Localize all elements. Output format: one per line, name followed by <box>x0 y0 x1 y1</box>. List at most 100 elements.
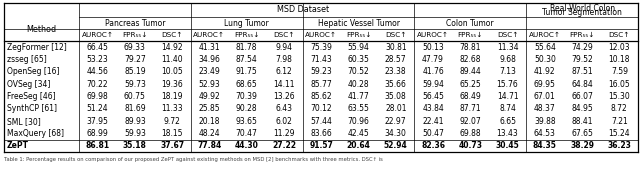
Text: 83.66: 83.66 <box>310 129 332 138</box>
Text: Real-World Colon: Real-World Colon <box>550 4 614 13</box>
Text: 91.57: 91.57 <box>309 141 333 150</box>
Text: 91.75: 91.75 <box>236 67 257 76</box>
Text: FPR₅₅↓: FPR₅₅↓ <box>346 32 371 38</box>
Text: 40.73: 40.73 <box>458 141 483 150</box>
Text: FPR₅₅↓: FPR₅₅↓ <box>122 32 148 38</box>
Text: zsseg [65]: zsseg [65] <box>7 55 47 64</box>
Text: 87.54: 87.54 <box>236 55 257 64</box>
Text: 70.12: 70.12 <box>310 104 332 113</box>
Text: 10.05: 10.05 <box>161 67 183 76</box>
Text: MSD Dataset: MSD Dataset <box>276 5 329 15</box>
Text: 50.13: 50.13 <box>422 43 444 52</box>
Text: 47.79: 47.79 <box>422 55 444 64</box>
Text: 67.01: 67.01 <box>534 92 556 101</box>
Text: 48.24: 48.24 <box>198 129 220 138</box>
Text: FPR₅₅↓: FPR₅₅↓ <box>458 32 483 38</box>
Text: SML [30]: SML [30] <box>7 117 41 126</box>
Text: 90.28: 90.28 <box>236 104 257 113</box>
Text: AUROC↑: AUROC↑ <box>529 32 561 38</box>
Text: 59.23: 59.23 <box>310 67 332 76</box>
Text: 15.24: 15.24 <box>609 129 630 138</box>
Text: 59.73: 59.73 <box>124 80 146 89</box>
Text: 52.94: 52.94 <box>384 141 408 150</box>
Text: 20.18: 20.18 <box>198 117 220 126</box>
Text: FPR₅₅↓: FPR₅₅↓ <box>570 32 595 38</box>
Text: DSC↑: DSC↑ <box>385 32 406 38</box>
Text: 67.65: 67.65 <box>571 129 593 138</box>
Text: 14.92: 14.92 <box>161 43 183 52</box>
Text: 59.94: 59.94 <box>422 80 444 89</box>
Text: 7.98: 7.98 <box>276 55 292 64</box>
Text: 85.19: 85.19 <box>124 67 146 76</box>
Text: FreeSeg [46]: FreeSeg [46] <box>7 92 56 101</box>
Text: 70.47: 70.47 <box>236 129 258 138</box>
Text: 9.94: 9.94 <box>275 43 292 52</box>
Text: 44.56: 44.56 <box>86 67 109 76</box>
Text: 37.95: 37.95 <box>86 117 109 126</box>
Text: 11.29: 11.29 <box>273 129 294 138</box>
Text: 68.49: 68.49 <box>460 92 481 101</box>
Text: 44.30: 44.30 <box>235 141 259 150</box>
Text: AUROC↑: AUROC↑ <box>417 32 449 38</box>
Text: 30.45: 30.45 <box>496 141 520 150</box>
Text: 93.65: 93.65 <box>236 117 258 126</box>
Text: 70.39: 70.39 <box>236 92 258 101</box>
Text: 70.22: 70.22 <box>87 80 108 89</box>
Text: 49.92: 49.92 <box>198 92 220 101</box>
Text: DSC↑: DSC↑ <box>273 32 294 38</box>
Text: 23.38: 23.38 <box>385 67 406 76</box>
Text: 75.39: 75.39 <box>310 43 332 52</box>
Text: 22.97: 22.97 <box>385 117 406 126</box>
Text: 11.40: 11.40 <box>161 55 183 64</box>
Text: 15.30: 15.30 <box>609 92 630 101</box>
Text: 82.68: 82.68 <box>460 55 481 64</box>
Text: DSC↑: DSC↑ <box>161 32 183 38</box>
Text: 35.66: 35.66 <box>385 80 406 89</box>
Text: 82.36: 82.36 <box>421 141 445 150</box>
Text: 41.92: 41.92 <box>534 67 556 76</box>
Text: ZegFormer [12]: ZegFormer [12] <box>7 43 67 52</box>
Text: Tumor Segmentation: Tumor Segmentation <box>542 8 622 17</box>
Text: 8.72: 8.72 <box>611 104 628 113</box>
Text: 89.93: 89.93 <box>124 117 146 126</box>
Text: DSC↑: DSC↑ <box>497 32 518 38</box>
Text: 70.52: 70.52 <box>348 67 369 76</box>
Text: 42.45: 42.45 <box>348 129 369 138</box>
Text: 40.28: 40.28 <box>348 80 369 89</box>
Text: 20.64: 20.64 <box>347 141 371 150</box>
Text: 41.76: 41.76 <box>422 67 444 76</box>
Text: 56.45: 56.45 <box>422 92 444 101</box>
Text: Hepatic Vessel Tumor: Hepatic Vessel Tumor <box>317 18 399 28</box>
Text: 7.59: 7.59 <box>611 67 628 76</box>
Text: 34.96: 34.96 <box>198 55 220 64</box>
Text: 68.65: 68.65 <box>236 80 257 89</box>
Text: 6.65: 6.65 <box>499 117 516 126</box>
Text: 39.88: 39.88 <box>534 117 556 126</box>
Text: DSC↑: DSC↑ <box>609 32 630 38</box>
Text: 15.76: 15.76 <box>497 80 518 89</box>
Text: AUROC↑: AUROC↑ <box>82 32 114 38</box>
Text: 50.30: 50.30 <box>534 55 556 64</box>
Text: Colon Tumor: Colon Tumor <box>447 18 494 28</box>
Text: 86.81: 86.81 <box>86 141 109 150</box>
Text: 87.71: 87.71 <box>460 104 481 113</box>
Text: 7.13: 7.13 <box>499 67 516 76</box>
Text: AUROC↑: AUROC↑ <box>193 32 225 38</box>
Text: 19.36: 19.36 <box>161 80 183 89</box>
Text: 14.71: 14.71 <box>497 92 518 101</box>
Text: OpenSeg [16]: OpenSeg [16] <box>7 67 60 76</box>
Text: 64.53: 64.53 <box>534 129 556 138</box>
Text: 59.93: 59.93 <box>124 129 146 138</box>
Text: 7.21: 7.21 <box>611 117 628 126</box>
Text: 69.88: 69.88 <box>460 129 481 138</box>
Text: 81.69: 81.69 <box>124 104 146 113</box>
Text: SynthCP [61]: SynthCP [61] <box>7 104 57 113</box>
Text: 63.55: 63.55 <box>348 104 369 113</box>
Text: 41.31: 41.31 <box>198 43 220 52</box>
Text: 13.26: 13.26 <box>273 92 295 101</box>
Text: 11.34: 11.34 <box>497 43 518 52</box>
Text: 16.05: 16.05 <box>609 80 630 89</box>
Text: 55.94: 55.94 <box>348 43 369 52</box>
Text: AUROC↑: AUROC↑ <box>305 32 337 38</box>
Text: 25.85: 25.85 <box>198 104 220 113</box>
